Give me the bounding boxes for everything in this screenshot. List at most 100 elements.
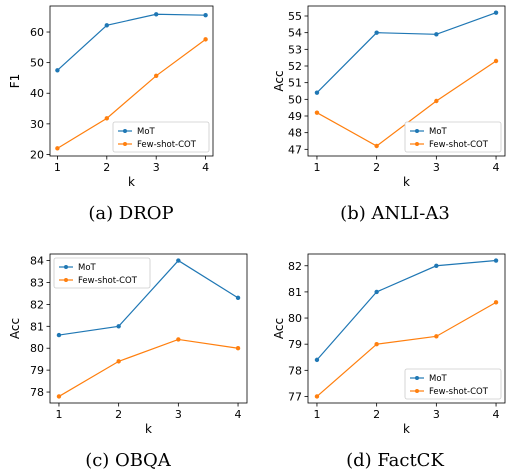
y-tick-label: 20 (30, 148, 44, 161)
data-point (374, 341, 379, 347)
x-tick-label: 3 (153, 161, 160, 174)
y-tick-label: 52 (288, 60, 302, 73)
legend-swatch-marker (415, 142, 419, 146)
legend-label: Few-shot-COT (429, 387, 489, 397)
legend-swatch-marker (123, 142, 127, 146)
legend-swatch-marker (415, 129, 419, 133)
data-point (176, 337, 181, 342)
legend: MoT Few-shot-COT (112, 121, 210, 153)
data-point (434, 263, 439, 268)
legend-swatch-marker (415, 376, 419, 380)
x-axis-label: k (403, 422, 410, 436)
series-line-mot (316, 259, 497, 361)
data-point (314, 357, 320, 363)
y-tick-label: 84 (30, 255, 44, 268)
y-tick-label: 80 (288, 312, 302, 325)
series-line-few-shot-cot (57, 38, 206, 149)
y-tick-label: 55 (288, 10, 302, 23)
series-line-mot (58, 259, 239, 336)
plot-frame (49, 5, 214, 157)
data-point (493, 258, 499, 263)
y-tick-label: 48 (288, 127, 302, 140)
data-point (434, 334, 439, 339)
chart-panel-4: 1 2 3 4 77 78 79 80 81 82 k Acc MoT Few-shot-COT (d) F… (272, 253, 506, 471)
subfigure-caption: (b) ANLI-A3 (340, 203, 450, 224)
x-tick-label: 2 (373, 408, 380, 421)
y-tick-label: 50 (288, 93, 302, 106)
y-tick-label: 40 (30, 87, 44, 100)
y-tick-label: 81 (288, 286, 302, 299)
y-axis-label: Acc (272, 318, 286, 339)
x-tick-label: 3 (175, 408, 182, 421)
y-tick-label: 50 (30, 57, 44, 70)
data-point (153, 73, 159, 78)
data-point (104, 23, 110, 28)
y-tick-label: 79 (288, 338, 302, 351)
legend-box (404, 121, 502, 153)
legend-swatch-marker (64, 265, 68, 269)
data-point (56, 332, 62, 338)
legend-label: MoT (78, 263, 97, 273)
x-tick-label: 1 (313, 408, 320, 421)
legend-label: Few-shot-COT (429, 140, 489, 150)
data-point (203, 37, 208, 42)
y-axis-label: Acc (272, 70, 286, 91)
subfigure-caption: (a) DROP (88, 203, 173, 224)
y-tick-label: 81 (30, 320, 44, 333)
x-tick-label: 2 (115, 408, 122, 421)
subfigure-caption: (c) OBQA (85, 450, 172, 471)
x-axis-label: k (145, 422, 152, 436)
y-tick-label: 78 (288, 364, 302, 377)
data-point (374, 143, 379, 149)
legend: MoT Few-shot-COT (53, 257, 151, 289)
y-tick-label: 49 (288, 110, 302, 123)
x-tick-label: 4 (235, 408, 242, 421)
y-tick-label: 54 (288, 27, 302, 40)
y-tick-label: 82 (30, 298, 44, 311)
x-tick-label: 4 (493, 161, 500, 174)
x-tick-label: 1 (313, 161, 320, 174)
y-tick-label: 82 (288, 260, 302, 273)
series-line-few-shot-cot (58, 338, 239, 397)
data-point (55, 146, 60, 151)
data-point (203, 12, 208, 18)
data-point (116, 324, 121, 329)
y-tick-label: 30 (30, 118, 44, 131)
y-tick-label: 60 (30, 26, 44, 39)
legend-box (53, 257, 151, 289)
x-tick-label: 1 (54, 161, 61, 174)
chart-panel-1: 1 2 3 4 20 30 40 50 60 k F1 MoT Few-shot-COT (a) DROP (8, 5, 214, 224)
x-tick-label: 4 (493, 408, 500, 421)
data-point (314, 394, 320, 399)
plot-frame (307, 253, 506, 404)
legend-label: Few-shot-COT (137, 140, 197, 150)
x-tick-label: 1 (55, 408, 62, 421)
y-tick-label: 78 (30, 386, 44, 399)
data-point (56, 394, 62, 399)
data-point (374, 289, 379, 295)
x-axis-label: k (403, 175, 410, 189)
x-tick-label: 4 (202, 161, 209, 174)
data-point (55, 68, 60, 73)
data-point (314, 90, 320, 95)
legend: MoT Few-shot-COT (404, 368, 502, 400)
y-tick-label: 47 (288, 143, 302, 156)
legend-label: MoT (429, 127, 448, 137)
series-line-mot (57, 13, 206, 71)
legend-swatch-marker (123, 129, 127, 133)
y-tick-label: 51 (288, 77, 302, 90)
data-point (493, 58, 499, 64)
legend: MoT Few-shot-COT (404, 121, 502, 153)
data-point (314, 110, 320, 115)
y-tick-label: 83 (30, 276, 44, 289)
legend-label: MoT (137, 127, 156, 137)
data-point (434, 98, 439, 104)
x-tick-label: 3 (433, 161, 440, 174)
x-axis-label: k (128, 175, 135, 189)
y-tick-label: 80 (30, 342, 44, 355)
legend-box (112, 121, 210, 153)
data-point (176, 258, 181, 263)
x-tick-label: 2 (103, 161, 110, 174)
y-axis-label: Acc (8, 318, 22, 339)
